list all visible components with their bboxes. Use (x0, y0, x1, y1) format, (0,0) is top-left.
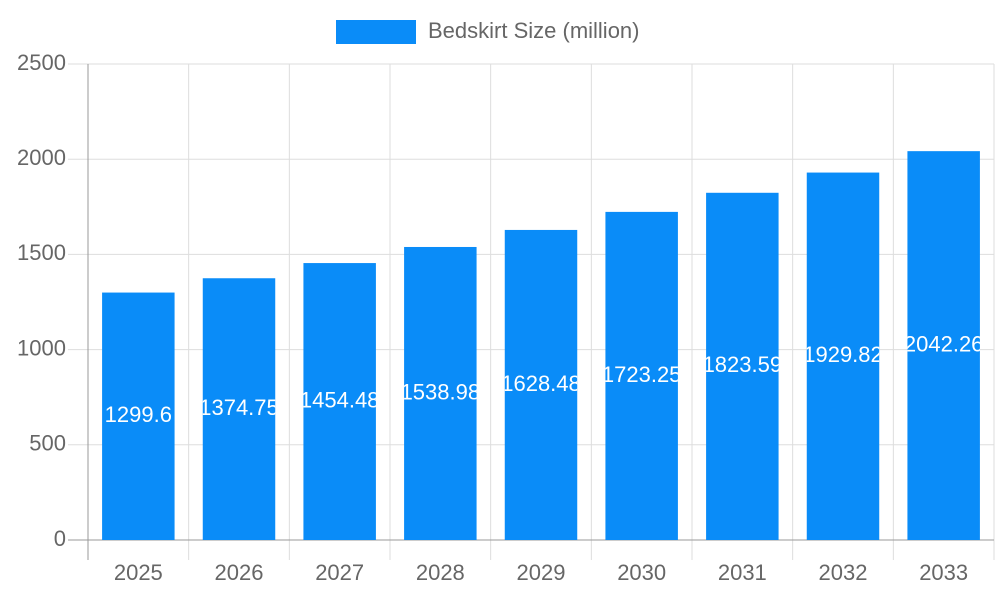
x-tick-label: 2031 (718, 560, 767, 585)
y-tick-label: 500 (29, 431, 66, 456)
bar (303, 263, 376, 540)
legend-swatch (336, 20, 416, 44)
x-tick-label: 2029 (517, 560, 566, 585)
x-tick-label: 2030 (617, 560, 666, 585)
y-tick-label: 1000 (17, 335, 66, 360)
data-label: 1299.6 (105, 402, 172, 427)
bar (102, 292, 175, 540)
data-label: 1723.25 (602, 362, 682, 387)
x-tick-label: 2032 (819, 560, 868, 585)
bar (605, 211, 678, 541)
data-label: 1538.98 (401, 379, 481, 404)
data-label: 1628.48 (501, 371, 581, 396)
bar (202, 278, 276, 540)
data-label: 1374.75 (199, 395, 279, 420)
bar (706, 192, 779, 541)
bar (404, 246, 477, 540)
data-label: 1929.82 (803, 342, 883, 367)
data-label: 1454.48 (300, 387, 380, 412)
data-label: 1823.59 (703, 352, 783, 377)
legend-label: Bedskirt Size (million) (428, 18, 640, 43)
x-tick-label: 2027 (315, 560, 364, 585)
bar (806, 172, 880, 541)
y-tick-label: 1500 (17, 240, 66, 265)
x-tick-label: 2025 (114, 560, 163, 585)
y-tick-label: 2000 (17, 145, 66, 170)
y-tick-label: 2500 (17, 50, 66, 75)
x-tick-label: 2028 (416, 560, 465, 585)
bar (504, 229, 578, 540)
x-tick-label: 2033 (919, 560, 968, 585)
data-label: 2042.26 (904, 331, 984, 356)
x-tick-label: 2026 (215, 560, 264, 585)
bar (907, 151, 980, 541)
y-tick-label: 0 (54, 526, 66, 551)
